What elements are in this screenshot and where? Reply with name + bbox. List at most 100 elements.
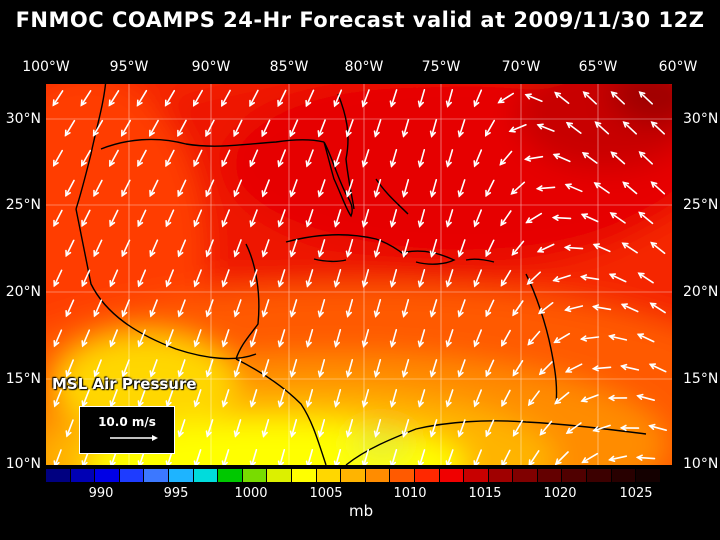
wind-arrow-head — [591, 365, 599, 372]
coastline-yucatan — [235, 243, 260, 360]
wind-arrow — [193, 209, 203, 227]
wind-arrow-head — [361, 460, 369, 465]
wind-arrow — [138, 389, 146, 407]
wind-arrow — [362, 89, 370, 107]
wind-arrow — [402, 239, 410, 257]
wind-arrow — [648, 424, 668, 432]
wind-arrow — [580, 275, 600, 281]
wind-arrow — [318, 358, 326, 378]
wind-arrow-head — [177, 129, 183, 137]
wind-arrow — [374, 119, 382, 137]
wind-arrow-head — [277, 460, 284, 465]
wind-arrow-head — [305, 160, 312, 168]
wind-arrow-head — [609, 212, 617, 219]
wind-arrow-head — [554, 91, 562, 99]
wind-arrow-head — [389, 220, 397, 228]
graticule — [46, 84, 672, 465]
wind-arrow — [164, 89, 176, 107]
wind-arrow-head — [417, 280, 425, 288]
colorbar-swatch — [414, 469, 440, 482]
wind-arrow-head — [485, 429, 492, 438]
layer-label: MSL Air Pressure — [52, 375, 197, 393]
wind-arrow-head — [508, 126, 516, 133]
wind-arrow — [306, 388, 314, 408]
wind-arrow-head — [333, 460, 341, 465]
wind-arrow-head — [345, 190, 352, 198]
wind-arrow-head — [473, 100, 480, 108]
wind-arrow — [65, 299, 75, 317]
wind-arrow-head — [193, 220, 200, 228]
wind-arrow — [221, 89, 231, 107]
wind-arrow-head — [305, 99, 312, 108]
vector-reference-label: 10.0 m/s — [98, 415, 156, 429]
wind-arrow-head — [650, 241, 658, 249]
wind-arrow — [194, 329, 202, 347]
wind-arrow-head — [221, 159, 228, 168]
wind-arrow — [565, 363, 583, 373]
lon-label-75w: 75°W — [421, 59, 461, 75]
wind-arrow-head — [417, 400, 424, 408]
wind-arrow — [150, 299, 158, 317]
wind-arrow-head — [317, 310, 324, 318]
wind-arrow — [54, 449, 62, 465]
wind-arrow — [430, 359, 438, 377]
wind-arrow — [262, 239, 270, 257]
wind-arrow — [390, 329, 398, 348]
wind-arrow — [510, 181, 526, 195]
wind-arrow-head — [473, 220, 480, 228]
wind-arrow-head — [592, 426, 600, 433]
lon-label-65w: 65°W — [578, 59, 618, 75]
wind-arrow-head — [93, 249, 100, 258]
wind-arrow-head — [445, 400, 452, 408]
wind-arrow — [458, 119, 466, 137]
wind-arrow-head — [389, 160, 397, 168]
wind-arrow — [334, 329, 342, 348]
wind-arrow-head — [389, 100, 396, 108]
wind-arrow-head — [221, 99, 227, 107]
wind-arrow — [446, 269, 454, 287]
lat-label-30n-left: 30°N — [5, 111, 41, 127]
wind-arrow — [374, 358, 382, 378]
wind-arrow — [346, 179, 354, 197]
wind-arrow — [121, 239, 131, 257]
wind-arrow-head — [622, 181, 630, 188]
wind-arrow-head — [52, 159, 59, 167]
wind-arrow-head — [93, 189, 100, 197]
wind-arrow — [446, 149, 454, 167]
wind-arrow — [138, 329, 146, 347]
wind-arrow-head — [305, 340, 312, 348]
wind-arrow — [177, 239, 187, 257]
wind-arrow-head — [457, 250, 464, 258]
wind-arrow — [485, 299, 495, 317]
wind-arrow — [52, 90, 64, 106]
wind-arrow — [333, 89, 343, 107]
wind-arrow-head — [108, 99, 115, 107]
lat-label-25n-left: 25°N — [5, 197, 41, 213]
wind-arrow — [121, 179, 131, 197]
colorbar-swatch — [95, 469, 120, 482]
wind-arrow-head — [500, 279, 507, 287]
lat-label-15n-right: 15°N — [683, 371, 719, 387]
wind-arrow-head — [445, 100, 453, 108]
wind-arrow — [193, 89, 203, 107]
wind-arrow — [121, 119, 131, 137]
wind-arrow-head — [579, 274, 588, 281]
wind-arrow — [637, 333, 655, 343]
wind-arrow — [206, 239, 214, 257]
wind-arrow — [446, 449, 454, 465]
wind-arrow-head — [650, 121, 658, 128]
wind-arrow — [206, 299, 214, 317]
wind-arrow — [553, 274, 571, 282]
wind-arrow-head — [193, 400, 200, 408]
wind-arrow-head — [177, 250, 184, 258]
wind-arrow-head — [619, 424, 627, 432]
wind-arrow — [137, 209, 147, 227]
wind-arrow — [346, 239, 354, 257]
wind-vectors — [52, 89, 668, 465]
wind-arrow — [446, 89, 454, 108]
wind-arrow — [318, 299, 326, 317]
wind-arrow-head — [109, 219, 116, 228]
wind-arrow — [223, 449, 230, 465]
wind-arrow — [80, 149, 92, 167]
wind-arrow-head — [457, 370, 464, 378]
